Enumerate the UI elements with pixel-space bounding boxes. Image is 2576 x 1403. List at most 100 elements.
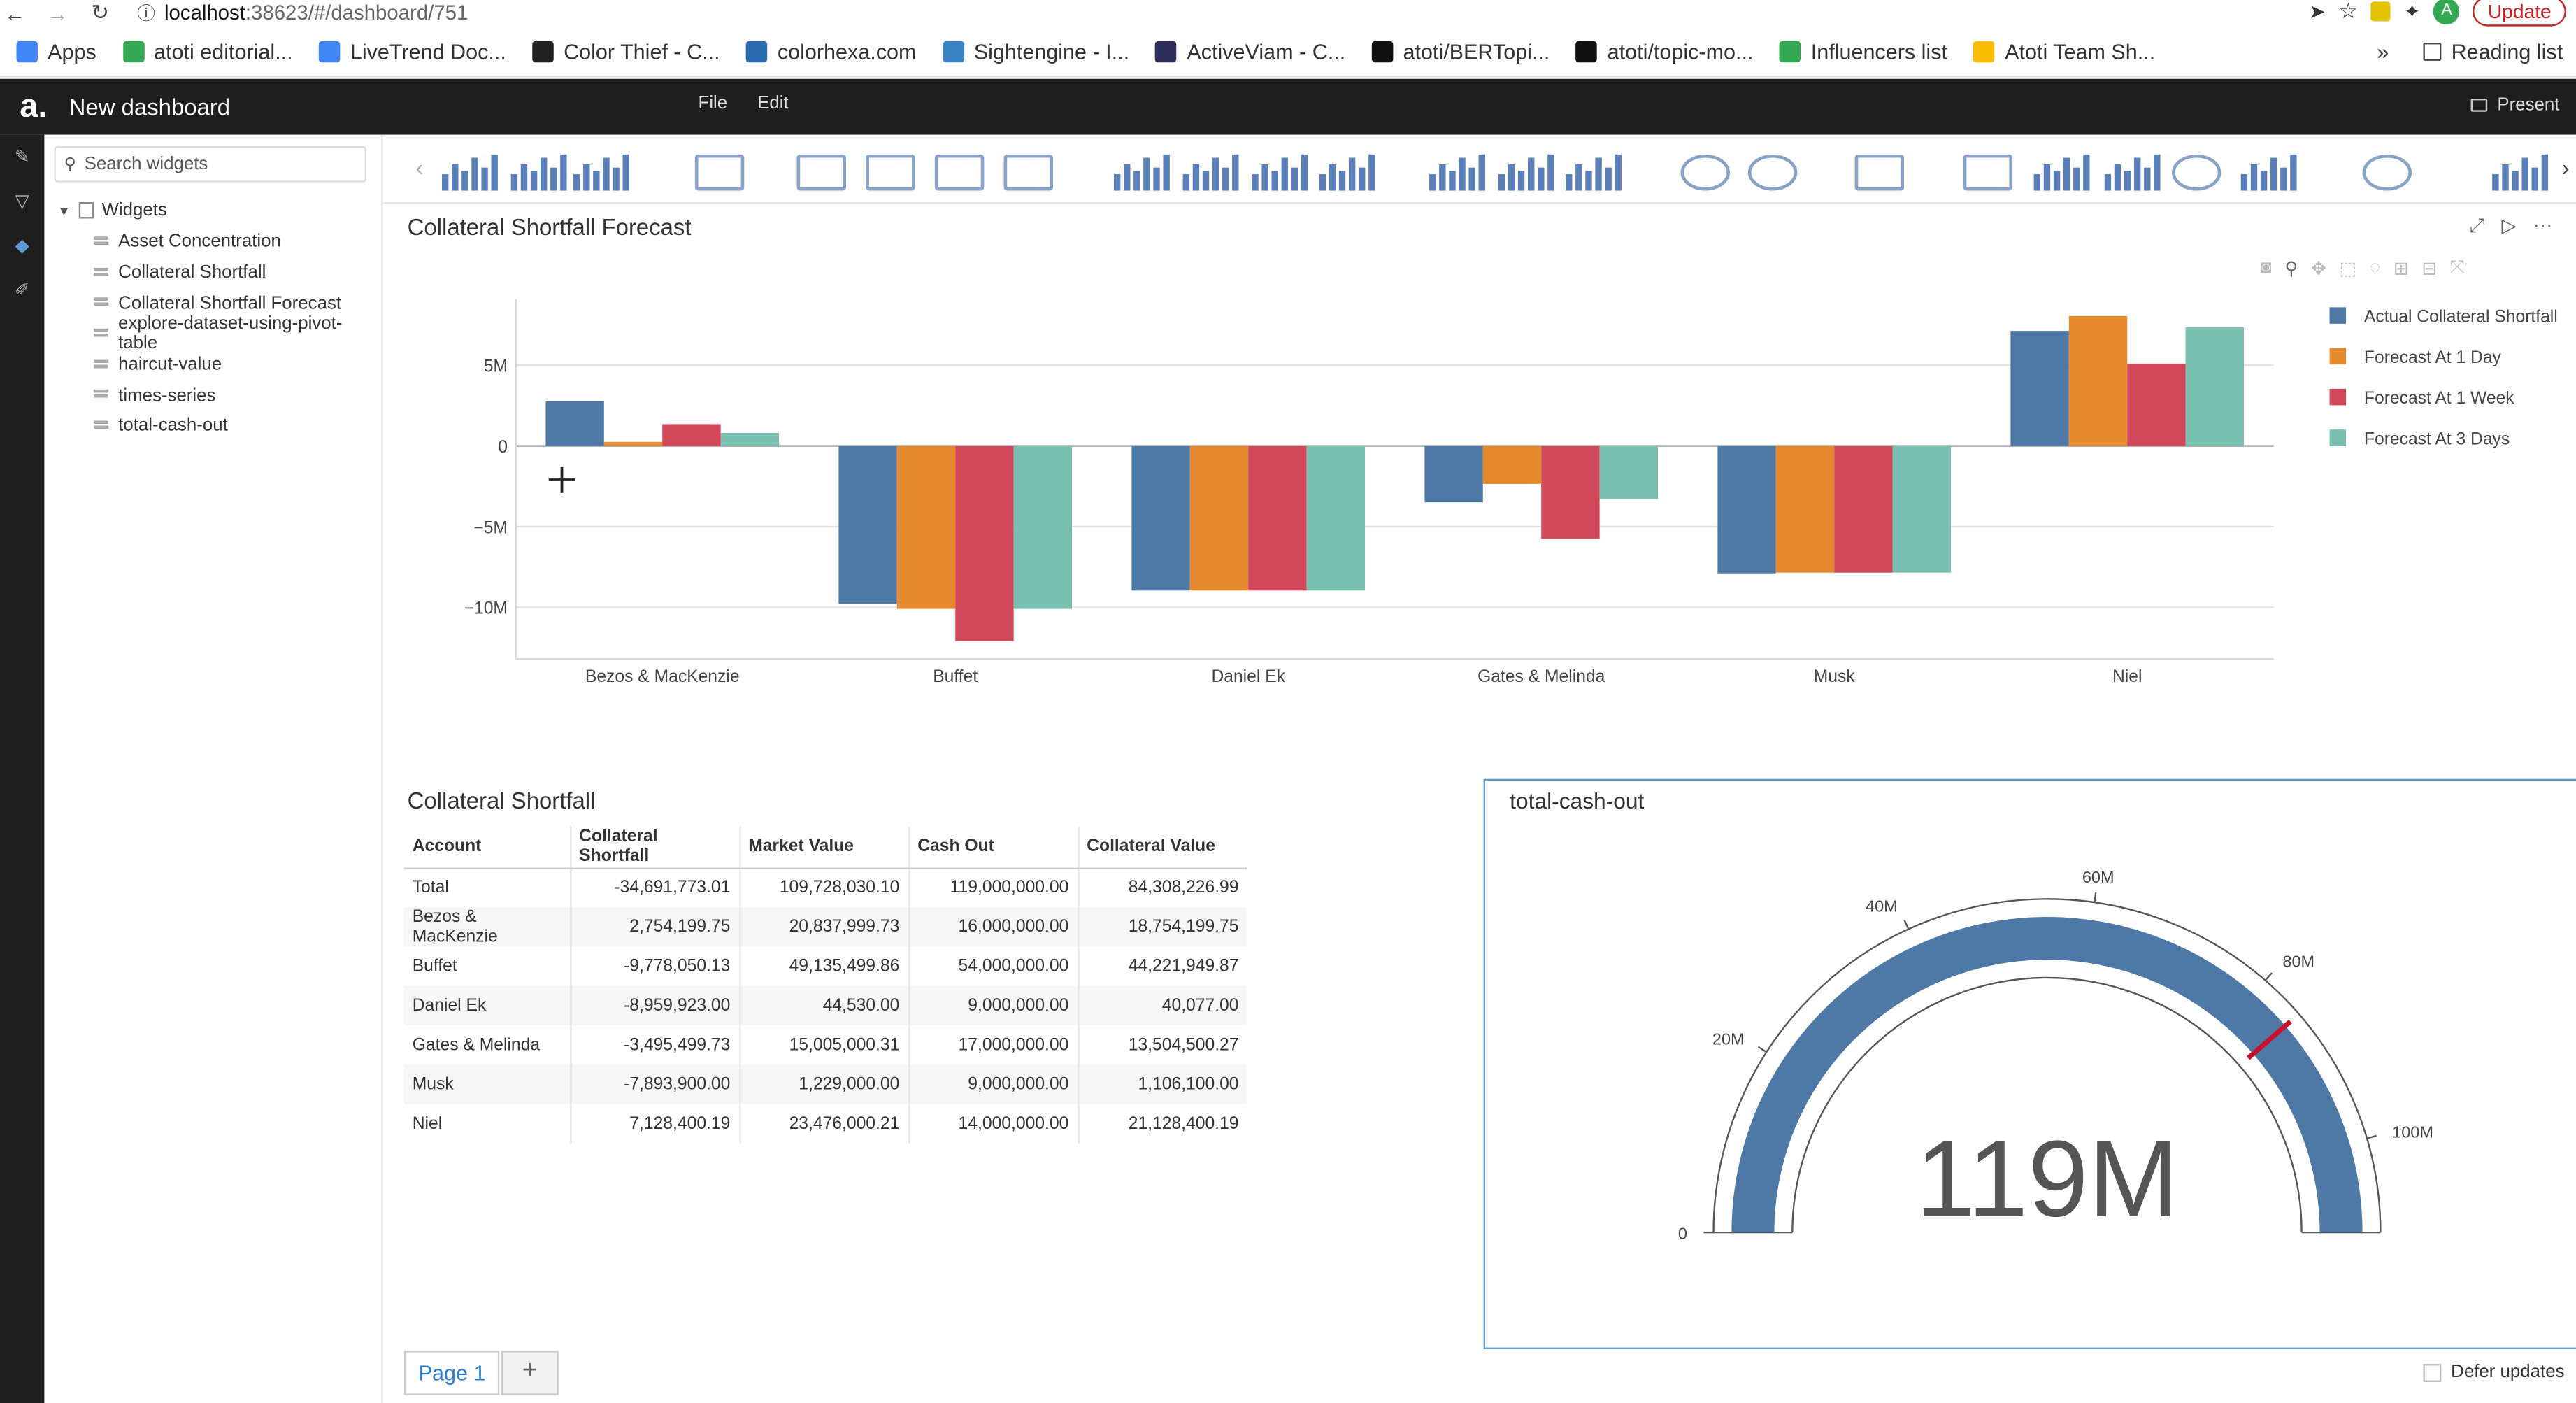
bar-buffet-actual-collateral-shortfall[interactable]: [838, 446, 897, 604]
update-button[interactable]: Update: [2473, 0, 2566, 27]
table-cell[interactable]: 2,754,199.75: [569, 906, 740, 947]
widgets-tree-root[interactable]: ▼ Widgets: [57, 196, 381, 225]
widget-item-collateral-shortfall[interactable]: Collateral Shortfall: [93, 257, 381, 288]
stacked-column-icon[interactable]: [1252, 148, 1308, 191]
table-cell[interactable]: 109,728,030.10: [738, 867, 909, 907]
column-header-cash-out[interactable]: Cash Out: [908, 826, 1078, 869]
zoom-icon[interactable]: ⚲: [2284, 259, 2298, 280]
legend-label[interactable]: Actual Collateral Shortfall: [2364, 308, 2558, 327]
tree-table-icon[interactable]: [510, 148, 567, 191]
bookmark-atoti-team-sh[interactable]: Atoti Team Sh...: [1973, 39, 2155, 64]
line-chart-icon[interactable]: [796, 148, 846, 191]
extension-icon[interactable]: [2370, 1, 2391, 22]
more-icon[interactable]: ⋯: [2533, 213, 2553, 237]
legend-label[interactable]: Forecast At 1 Week: [2364, 389, 2514, 408]
bar-gates-melinda-forecast-at-3-days[interactable]: [1599, 446, 1659, 499]
address-bar[interactable]: localhost:38623/#/dashboard/751: [164, 1, 468, 24]
filter-icon[interactable]: ▽: [15, 192, 29, 213]
table-cell[interactable]: 40,077.00: [1077, 985, 1247, 1026]
pan-icon[interactable]: ✥: [2311, 259, 2326, 280]
bar-bezos-mackenzie-forecast-at-3-days[interactable]: [720, 433, 780, 446]
scroll-left-icon[interactable]: ‹: [415, 154, 424, 181]
bookmark-apps[interactable]: Apps: [16, 39, 96, 64]
pivot-table-icon[interactable]: [573, 148, 629, 191]
bar-niel-forecast-at-3-days[interactable]: [2185, 327, 2245, 446]
table-cell[interactable]: 21,128,400.19: [1077, 1104, 1247, 1144]
search-widgets-input[interactable]: ⚲ Search widgets: [54, 146, 366, 183]
table-cell[interactable]: 23,476,000.21: [738, 1104, 909, 1144]
scroll-right-icon[interactable]: ›: [2561, 154, 2570, 181]
bar-niel-actual-collateral-shortfall[interactable]: [2010, 331, 2069, 446]
zoom-in-icon[interactable]: ⊞: [2393, 259, 2409, 280]
table-cell[interactable]: -34,691,773.01: [569, 867, 740, 907]
widget-item-collateral-shortfall-forecast[interactable]: Collateral Shortfall Forecast: [93, 288, 381, 319]
widget-item-asset-concentration[interactable]: Asset Concentration: [93, 227, 381, 257]
funnel-icon[interactable]: [2362, 148, 2412, 191]
legend-label[interactable]: Forecast At 3 Days: [2364, 429, 2510, 448]
bar-gates-melinda-forecast-at-1-week[interactable]: [1541, 446, 1600, 539]
style-icon[interactable]: ✐: [14, 280, 30, 301]
bar-daniel-ek-forecast-at-3-days[interactable]: [1306, 446, 1366, 591]
row-account-cell[interactable]: Daniel Ek: [403, 985, 571, 1026]
reload-icon[interactable]: ↻: [91, 0, 110, 25]
table-cell[interactable]: -8,959,923.00: [569, 985, 740, 1026]
legend-label[interactable]: Forecast At 1 Day: [2364, 348, 2502, 367]
kpi-icon[interactable]: [694, 148, 745, 191]
bar-musk-forecast-at-3-days[interactable]: [1892, 446, 1952, 573]
pie-chart-icon[interactable]: [1680, 148, 1731, 191]
lasso-icon[interactable]: ◌: [2369, 257, 2381, 278]
play-icon[interactable]: ▷: [2501, 213, 2517, 237]
back-icon[interactable]: ←: [3, 1, 26, 26]
table-cell[interactable]: 84,308,226.99: [1077, 867, 1247, 907]
stacked-line-icon[interactable]: [934, 148, 985, 191]
table-cell[interactable]: 20,837,999.73: [738, 906, 909, 947]
defer-updates[interactable]: Defer updates: [2423, 1362, 2565, 1382]
clustered-column-icon[interactable]: [1182, 148, 1239, 191]
bookmark-activeviam-c[interactable]: ActiveViam - C...: [1155, 39, 1345, 64]
defer-updates-checkbox[interactable]: [2423, 1362, 2442, 1381]
page-tab-1[interactable]: Page 1: [403, 1351, 500, 1395]
table-cell[interactable]: 54,000,000.00: [908, 946, 1078, 986]
table-cell[interactable]: 1,229,000.00: [738, 1064, 909, 1104]
table-cell[interactable]: 9,000,000.00: [908, 1064, 1078, 1104]
file-menu[interactable]: File: [698, 93, 728, 114]
table-cell[interactable]: 13,504,500.27: [1077, 1025, 1247, 1065]
table-cell[interactable]: 14,000,000.00: [908, 1104, 1078, 1144]
bar-daniel-ek-actual-collateral-shortfall[interactable]: [1131, 446, 1190, 591]
bar-gates-melinda-actual-collateral-shortfall[interactable]: [1424, 446, 1483, 503]
export-icon[interactable]: [2492, 148, 2549, 191]
row-account-cell[interactable]: Gates & Melinda: [403, 1025, 571, 1065]
column-chart-icon[interactable]: [1113, 148, 1170, 191]
autoscale-icon[interactable]: ⤧: [2449, 257, 2465, 278]
dashboard-title[interactable]: New dashboard: [69, 93, 231, 120]
table-cell[interactable]: 18,754,199.75: [1077, 906, 1247, 947]
table-cell[interactable]: 7,128,400.19: [569, 1104, 740, 1144]
bar-chart-icon[interactable]: [1429, 148, 1485, 191]
caret-down-icon[interactable]: ▼: [57, 203, 71, 218]
present-button[interactable]: Present: [2470, 95, 2560, 115]
camera-icon[interactable]: ◙: [2260, 257, 2272, 278]
bookmark-colorhexa-com[interactable]: colorhexa.com: [746, 39, 916, 64]
bar-bezos-mackenzie-forecast-at-1-day[interactable]: [603, 441, 663, 446]
bar-musk-forecast-at-1-day[interactable]: [1775, 446, 1835, 573]
bullet-chart-icon[interactable]: [2104, 148, 2161, 191]
table-cell[interactable]: 16,000,000.00: [908, 906, 1078, 947]
bar-musk-forecast-at-1-week[interactable]: [1834, 446, 1893, 573]
pencil-icon[interactable]: ✎: [14, 148, 30, 168]
radar-chart-icon[interactable]: [1963, 148, 2013, 191]
table-cell[interactable]: 49,135,499.86: [738, 946, 909, 986]
widget-item-total-cash-out[interactable]: total-cash-out: [93, 411, 381, 442]
column-header-market-value[interactable]: Market Value: [738, 826, 909, 869]
column-header-account[interactable]: Account: [403, 826, 571, 869]
maximize-icon[interactable]: ⤢: [2469, 213, 2485, 237]
profile-avatar[interactable]: A: [2433, 0, 2460, 25]
bookmarks-more-icon[interactable]: »: [2377, 39, 2389, 64]
widgets-icon[interactable]: ◆: [15, 236, 29, 257]
widget-item-times-series[interactable]: times-series: [93, 380, 381, 411]
table-cell[interactable]: 44,221,949.87: [1077, 946, 1247, 986]
reading-list-button[interactable]: Reading list: [2423, 39, 2563, 64]
bar-bezos-mackenzie-actual-collateral-shortfall[interactable]: [545, 401, 604, 446]
bar-buffet-forecast-at-1-week[interactable]: [955, 446, 1014, 641]
bar-daniel-ek-forecast-at-1-day[interactable]: [1189, 446, 1249, 591]
star-icon[interactable]: ☆: [2338, 0, 2359, 23]
